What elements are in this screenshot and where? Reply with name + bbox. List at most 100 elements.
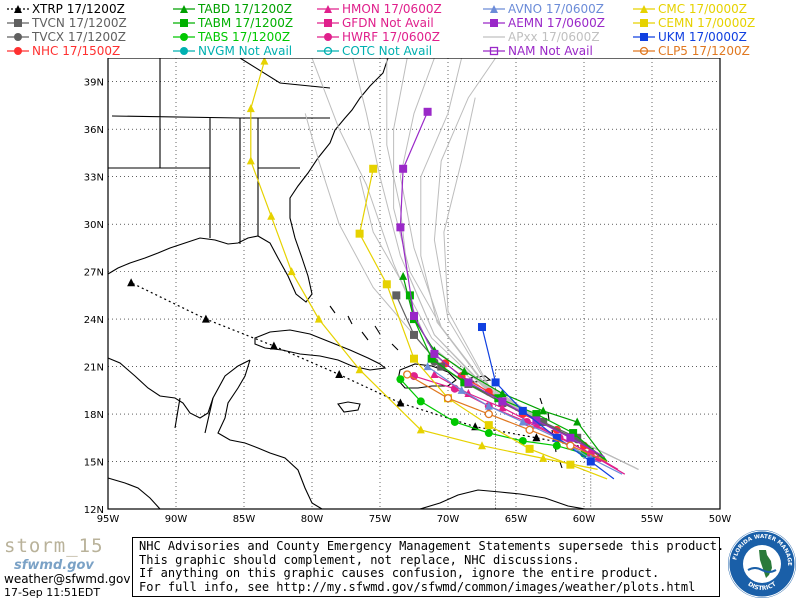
track-point (410, 354, 418, 363)
longitude-label: 90W (165, 514, 188, 525)
track-point (443, 394, 453, 403)
legend-marker (180, 33, 188, 41)
track-point (532, 433, 541, 442)
latitude-label: 36N (84, 125, 104, 136)
legend-marker (323, 46, 333, 56)
longitude-label: 55W (641, 514, 664, 525)
track-point (403, 370, 412, 379)
track-point (539, 406, 548, 415)
legend-swatch-icon (173, 5, 195, 13)
track-point (410, 372, 418, 381)
legend-marker (640, 5, 648, 13)
storm-name: storm_15 (4, 535, 104, 557)
legend-swatch-icon (7, 47, 29, 55)
coastline (337, 401, 361, 413)
legend-swatch-icon (633, 33, 655, 41)
legend-marker (640, 33, 648, 41)
track-point (127, 278, 136, 287)
track-point (246, 156, 255, 165)
latitude-label: 39N (84, 78, 104, 89)
legend-swatch-icon (483, 5, 505, 13)
legend-swatch-icon (317, 33, 339, 41)
legend-label: HMON 17/0600Z (342, 2, 442, 16)
model-legend: XTRP 17/1200Z TVCN 17/1200Z TVCX 17/1200Z N… (0, 0, 800, 58)
track-point (416, 425, 425, 434)
legend-swatch-icon (317, 46, 339, 56)
legend-marker (14, 5, 22, 13)
track-point (423, 362, 432, 371)
track-aemn (399, 111, 605, 458)
legend-label: TABD 17/1200Z (198, 2, 292, 16)
legend-label: CMC 17/0000Z (658, 2, 747, 16)
coastline (329, 305, 399, 351)
legend-label: TVCN 17/1200Z (32, 16, 127, 30)
legend-swatch-icon (173, 33, 195, 41)
track-point (457, 385, 466, 394)
longitude-label: 50W (709, 514, 732, 525)
legend-label: HWRF 17/0600Z (342, 30, 441, 44)
track-point (491, 378, 500, 387)
legend-swatch-icon (7, 19, 29, 27)
track-point (525, 425, 534, 435)
track-point (201, 314, 210, 323)
latitude-label: 12N (84, 505, 104, 516)
track-point (355, 365, 364, 374)
longitude-label: 80W (301, 514, 324, 525)
track-point (566, 460, 575, 469)
legend-label: COTC Not Avail (342, 44, 433, 58)
legend-swatch-icon (483, 46, 505, 56)
legend-marker (180, 5, 188, 13)
track-point (410, 311, 418, 320)
track-point (498, 397, 507, 406)
track-point (586, 457, 595, 466)
track-point (260, 58, 269, 65)
legend-label: AVNO 17/0600Z (508, 2, 604, 16)
legend-label: NHC 17/1500Z (32, 44, 121, 58)
track-point (396, 223, 405, 232)
track-point (430, 369, 439, 378)
legend-label: AEMN 17/0600Z (508, 16, 606, 30)
legend-label: CLP5 17/1200Z (658, 44, 750, 58)
legend-marker (324, 5, 332, 13)
legend-swatch-icon (7, 33, 29, 41)
legend-label: GFDN Not Avail (342, 16, 434, 30)
legend-label: TABM 17/1200Z (198, 16, 294, 30)
track-point (552, 433, 561, 442)
legend-marker (14, 47, 22, 55)
disclaimer-box: NHC Advisories and County Emergency Mana… (132, 537, 724, 597)
track-point (494, 394, 503, 403)
update-timestamp: 17-Sep 11:51EDT (4, 586, 101, 599)
coastline (107, 477, 161, 510)
coastline (108, 58, 331, 244)
longitude-label: 75W (369, 514, 392, 525)
map-background (108, 58, 720, 509)
track-point (399, 164, 408, 173)
legend-swatch-icon (633, 46, 655, 56)
legend-marker (180, 47, 188, 55)
track-point (423, 107, 432, 116)
track-point (552, 441, 561, 450)
sfwmd-logo: sfwmd.gov (14, 558, 94, 573)
legend-label: NVGM Not Avail (198, 44, 293, 58)
track-point (569, 429, 578, 438)
disclaimer-link-line[interactable]: For full info, see http://my.sfwmd.gov/s… (139, 579, 696, 594)
track-point (382, 280, 391, 289)
latitude-label: 15N (84, 458, 104, 469)
longitude-label: 95W (97, 514, 120, 525)
track-tabs (399, 378, 608, 463)
legend-swatch-icon (317, 19, 339, 27)
track-point (532, 416, 541, 425)
track-point (498, 403, 507, 412)
track-point (427, 354, 436, 363)
legend-marker (324, 33, 332, 41)
contact-email[interactable]: weather@sfwmd.gov (4, 572, 131, 586)
track-point (410, 330, 418, 339)
track-point (478, 323, 486, 332)
longitude-label: 70W (437, 514, 460, 525)
svg-text:DISTRICT: DISTRICT (747, 580, 779, 592)
latitude-label: 30N (84, 220, 104, 231)
track-point (484, 429, 493, 438)
track-point (518, 406, 527, 415)
map-frame (107, 58, 721, 510)
legend-swatch-icon (633, 5, 655, 13)
